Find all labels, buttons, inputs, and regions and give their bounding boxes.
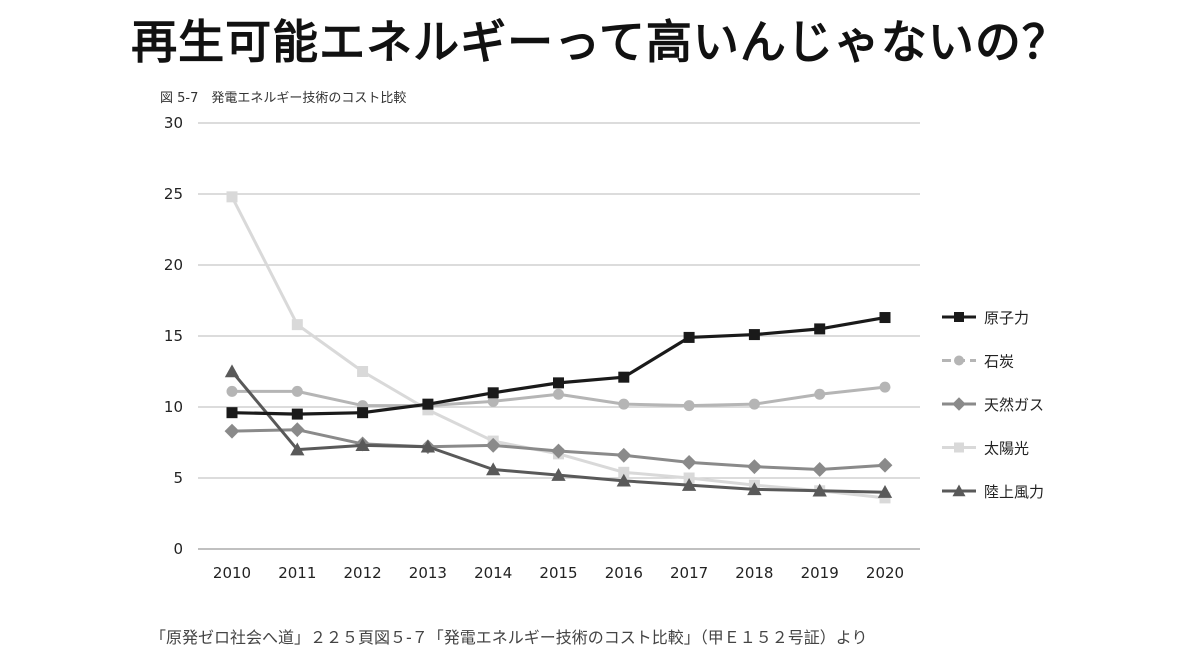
- y-tick-label: 10: [164, 398, 183, 416]
- data-point: [487, 395, 499, 407]
- data-point: [357, 366, 369, 377]
- data-point: [618, 398, 630, 410]
- data-point: [224, 423, 240, 439]
- legend-marker: [952, 484, 966, 497]
- x-tick-label: 2020: [866, 564, 904, 582]
- x-tick-label: 2019: [801, 564, 839, 582]
- y-tick-label: 20: [164, 256, 183, 274]
- legend-label: 石炭: [984, 353, 1014, 371]
- legend-label: 陸上風力: [984, 483, 1044, 501]
- data-point: [814, 388, 826, 400]
- data-point: [420, 439, 436, 453]
- series-1: [226, 312, 891, 420]
- data-point: [812, 483, 827, 497]
- y-tick-label: 25: [164, 185, 183, 203]
- x-tick-label: 2015: [539, 564, 577, 582]
- data-point: [746, 459, 762, 475]
- data-point: [289, 422, 305, 438]
- data-point: [747, 482, 762, 496]
- data-point: [748, 398, 760, 410]
- legend-item: 太陽光: [942, 440, 1029, 458]
- data-point: [683, 331, 695, 343]
- page-title: 再生可能エネルギーって高いんじゃないの？: [131, 15, 1069, 69]
- x-tick-label: 2018: [735, 564, 773, 582]
- data-point: [486, 462, 501, 476]
- x-tick-label: 2016: [605, 564, 643, 582]
- data-point: [357, 407, 369, 419]
- y-tick-label: 30: [164, 114, 183, 132]
- source-note: 「原発ゼロ社会へ道」２２５頁図５-７「発電エネルギー技術のコスト比較」（甲Ｅ１５…: [150, 628, 868, 647]
- data-point: [812, 462, 828, 477]
- legend-item: 天然ガス: [942, 396, 1044, 414]
- series-5: [224, 364, 893, 498]
- legend-item: 陸上風力: [942, 483, 1044, 501]
- data-point: [879, 312, 891, 324]
- data-point: [485, 437, 501, 453]
- data-point: [422, 398, 434, 410]
- data-point: [618, 371, 630, 383]
- data-point: [291, 385, 303, 397]
- data-point: [226, 407, 238, 419]
- figure-caption: 図 5-7 発電エネルギー技術のコスト比較: [160, 91, 407, 106]
- data-point: [355, 438, 370, 452]
- series-layer: [224, 191, 893, 504]
- data-point: [877, 457, 893, 473]
- data-point: [553, 377, 564, 389]
- data-point: [879, 381, 891, 393]
- x-tick-label: 2011: [278, 564, 316, 582]
- data-point: [487, 387, 499, 399]
- y-tick-label: 0: [173, 540, 183, 558]
- data-point: [877, 485, 893, 498]
- data-point: [291, 408, 303, 420]
- data-point: [748, 329, 760, 341]
- data-point: [618, 466, 630, 478]
- legend-label: 太陽光: [984, 440, 1029, 458]
- data-point: [814, 323, 826, 335]
- legend-marker: [954, 355, 964, 366]
- data-point: [616, 473, 631, 487]
- gridlines: [198, 122, 920, 550]
- legend-item: 原子力: [942, 309, 1029, 327]
- y-tick-label: 15: [164, 327, 183, 345]
- y-tick-label: 5: [173, 469, 183, 487]
- data-point: [226, 385, 238, 397]
- x-tick-label: 2014: [474, 564, 512, 582]
- legend-label: 原子力: [984, 309, 1029, 327]
- legend-marker: [954, 312, 964, 322]
- legend-marker: [952, 397, 966, 411]
- data-point: [683, 400, 695, 412]
- data-point: [226, 191, 238, 203]
- data-point: [616, 447, 632, 463]
- x-tick-label: 2012: [344, 564, 382, 582]
- x-tick-label: 2010: [213, 564, 251, 582]
- x-axis-ticks: 2010 2011 2012 2013 2014 2015 2016 2017 2018 2019…: [213, 564, 904, 582]
- data-point: [551, 468, 566, 481]
- x-tick-label: 2017: [670, 564, 708, 582]
- data-point: [290, 442, 305, 456]
- data-point: [681, 454, 697, 470]
- data-point: [224, 364, 240, 378]
- data-point: [291, 319, 303, 331]
- data-point: [551, 443, 566, 459]
- legend-label: 天然ガス: [984, 396, 1044, 414]
- y-axis-ticks: 0 5 10 15 20 25 30: [164, 114, 183, 558]
- legend-item: 石炭: [942, 353, 1014, 371]
- x-tick-label: 2013: [409, 564, 447, 582]
- data-point: [553, 388, 564, 400]
- data-point: [681, 477, 697, 491]
- legend-marker: [954, 442, 964, 453]
- data-point: [422, 404, 434, 416]
